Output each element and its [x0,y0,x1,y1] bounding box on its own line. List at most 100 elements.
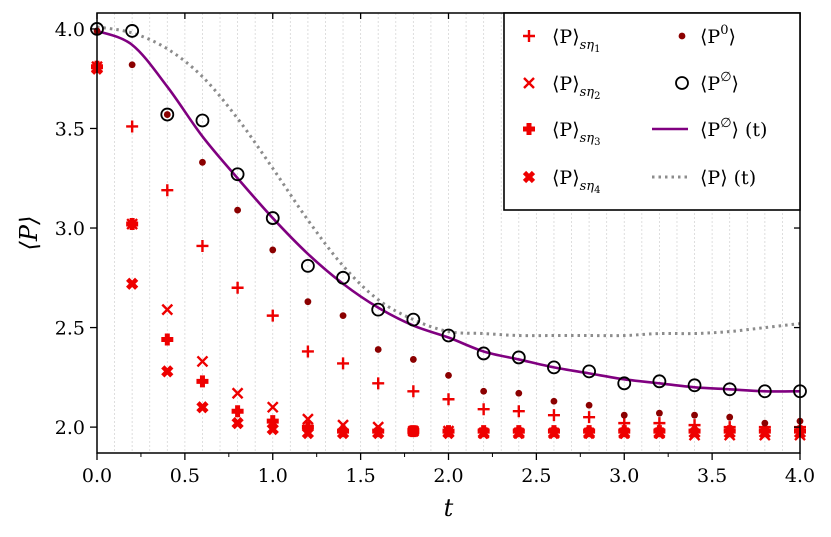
series-4-point [761,419,769,427]
series-3-point [477,426,490,440]
y-tick-label: 4.0 [55,19,85,41]
series-lines [96,25,801,393]
series-4-point [128,61,136,69]
series-5-point [265,211,280,225]
series-5-point [511,350,526,365]
series-5-point [722,382,737,397]
series-5-point [125,24,140,38]
y-axis-label: ⟨P⟩ [15,216,43,251]
x-tick-label: 0.5 [170,465,200,487]
series-4-point [304,298,312,306]
series-4-point [691,411,698,419]
x-tick-label: 3.5 [697,465,727,487]
series-4-point [374,346,382,353]
legend-swatch-0 [523,30,535,42]
series-0-point [301,345,314,358]
legend-label-1: ⟨P⟩sη2 [552,73,600,102]
legend-label-2: ⟨P⟩sη3 [552,119,600,148]
series-3-point [372,426,385,440]
series-4-point [339,312,347,320]
series-4-point [199,158,206,166]
series-5-point [195,113,210,128]
legend-label-6: ⟨P∅⟩ (t) [700,116,767,141]
legend-swatch-3 [522,170,536,184]
series-4-point [515,389,523,397]
series-5-point [582,364,596,379]
series-0-point [372,377,385,390]
series-0-point [547,409,560,422]
series-3-point [301,426,315,440]
series-line-6 [96,29,801,393]
legend-swatch-1 [523,77,535,89]
y-tick-label: 2.5 [55,318,85,340]
series-3-point [161,365,174,378]
legend-swatch-2 [523,123,535,135]
series-5-point [617,376,632,391]
series-3-point [407,424,420,438]
series-4-point [234,206,242,214]
legend-label-5: ⟨P∅⟩ [700,70,739,95]
series-4-point [620,411,628,419]
series-3-point [266,422,279,436]
series-0-point [407,385,420,398]
series-5-point [300,258,315,273]
series-1-point [196,355,209,368]
series-1-point [231,387,244,400]
series-0-point [126,120,139,133]
series-5-point [230,167,245,182]
series-5-point [476,346,491,361]
series-markers [90,22,807,441]
series-2-point [161,333,174,346]
legend-label-3: ⟨P⟩sη4 [552,167,600,196]
series-5-point [441,328,456,343]
x-tick-label: 1.5 [346,465,376,487]
series-2-point [231,405,244,418]
series-3-point [126,277,139,290]
x-tick-label: 2.5 [521,465,551,487]
series-0-point [337,357,350,370]
series-4-point [726,413,734,421]
series-5-point [371,302,386,317]
series-5-point [687,378,702,393]
y-tick-label: 3.0 [55,218,85,240]
series-3-point [231,417,244,430]
series-4-point [585,401,593,409]
series-3-point [512,426,525,440]
series-4-point [656,409,663,417]
series-2-point [266,415,279,428]
series-0-point [196,239,209,252]
series-0-point [266,309,279,322]
series-2-point [126,218,139,231]
series-3-point [547,426,561,440]
series-3-point [653,426,666,440]
legend-box [503,12,801,211]
x-tick-label: 4.0 [785,465,815,487]
series-0-point [161,184,174,197]
series-2-point [196,375,209,388]
series-3-point [442,426,455,440]
series-0-point [512,405,525,418]
x-tick-label: 0.0 [82,465,112,487]
series-1-point [161,303,174,316]
series-5-point [757,384,772,399]
series-3-point [723,426,736,440]
series-4-point [480,387,488,395]
series-1-point [266,401,279,414]
legend-swatch-4 [678,32,686,40]
series-4-point [550,397,558,405]
x-axis-label: t [444,494,454,522]
series-0-point [583,411,596,424]
series-3-point [336,426,350,440]
series-3-point [582,426,596,440]
y-tick-label: 2.0 [55,417,85,439]
series-4-point [445,371,452,379]
series-3-point [688,426,701,440]
series-3-point [618,426,631,440]
series-3-point [758,426,771,440]
y-tick-label: 3.5 [55,118,85,140]
x-tick-label: 3.0 [609,465,639,487]
series-4-point [409,356,417,363]
series-5-point [652,374,667,389]
series-5-point [406,312,421,327]
